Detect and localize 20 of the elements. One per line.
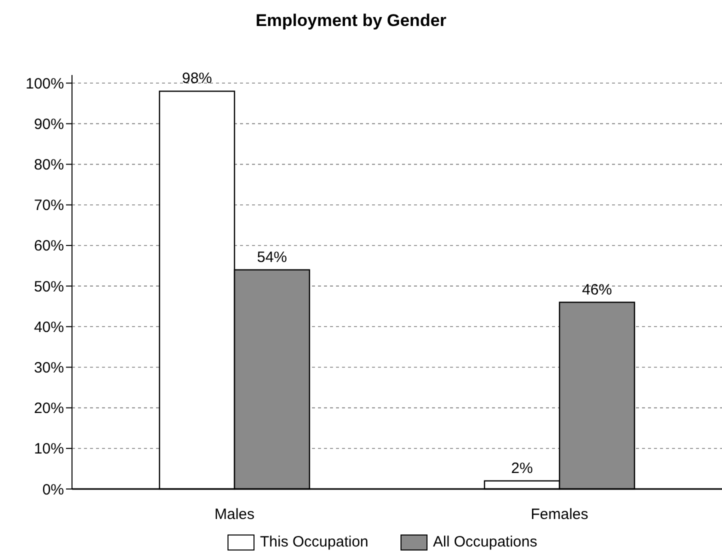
y-tick-label: 90% [34,116,64,133]
y-tick-label: 60% [34,238,64,255]
y-tick-label: 30% [34,359,64,376]
text: 98% [182,70,212,88]
chart-title: Employment by Gender [256,11,447,30]
y-tick-label: 70% [34,197,64,214]
y-tick-label: 10% [34,440,64,458]
x-tick-label: Males [214,506,255,523]
legend-label: This Occupation [260,534,368,550]
y-tick-label: 0% [42,481,64,498]
x-tick-label: Females [530,506,588,523]
text: 54% [256,248,288,266]
text: 46% [582,281,612,298]
y-tick-label: 20% [34,400,64,418]
y-tick-label: 50% [34,278,64,296]
y-tick-label: 40% [34,318,64,336]
y-tick-label: 100% [26,75,64,92]
legend-label: All Occupations [433,534,538,550]
text: 2% [511,460,533,477]
y-tick-label: 80% [34,156,64,174]
